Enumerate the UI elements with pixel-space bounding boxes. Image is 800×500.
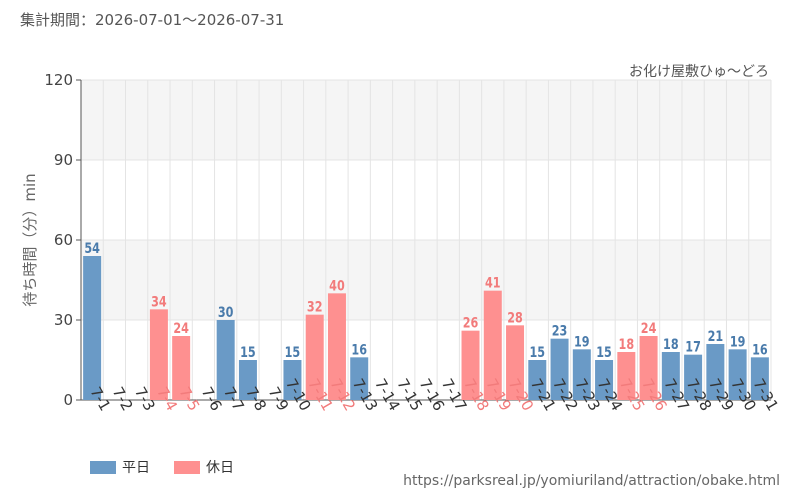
y-tick-label: 60	[54, 231, 73, 249]
weekday-swatch	[90, 460, 116, 474]
bar	[283, 360, 302, 400]
bar	[238, 360, 257, 400]
grid-band	[81, 240, 771, 320]
data-label: 54	[84, 240, 100, 257]
legend-item-holiday[interactable]: 休日	[174, 457, 234, 477]
data-label: 30	[218, 304, 234, 321]
bar	[83, 256, 102, 400]
data-label: 40	[329, 277, 345, 294]
data-label: 17	[685, 338, 701, 355]
bar	[216, 320, 235, 400]
data-label: 16	[351, 341, 367, 358]
bar	[528, 360, 547, 400]
bar	[706, 344, 725, 400]
holiday-swatch	[174, 460, 200, 474]
legend: 平日 休日	[90, 457, 234, 477]
data-label: 41	[485, 274, 501, 291]
bar	[483, 290, 502, 400]
grid-band	[81, 80, 771, 160]
bar	[684, 354, 703, 400]
data-label: 15	[530, 344, 546, 361]
bar	[327, 293, 346, 400]
data-label: 18	[619, 336, 635, 353]
legend-item-weekday[interactable]: 平日	[90, 457, 150, 477]
data-label: 21	[708, 328, 724, 345]
bar	[305, 314, 324, 400]
data-label: 19	[730, 333, 746, 350]
data-label: 24	[641, 320, 657, 337]
bar	[172, 336, 191, 400]
legend-label-holiday: 休日	[206, 460, 234, 476]
legend-label-weekday: 平日	[122, 460, 150, 476]
bar	[595, 360, 614, 400]
chart-title: お化け屋敷ひゅ～どろ	[629, 64, 769, 80]
data-label: 26	[463, 314, 479, 331]
data-label: 23	[552, 322, 568, 339]
source-url[interactable]: https://parksreal.jp/yomiuriland/attract…	[403, 473, 780, 489]
data-label: 16	[752, 341, 768, 358]
data-label: 18	[663, 336, 679, 353]
y-tick-label: 90	[54, 151, 73, 169]
bar	[750, 357, 769, 400]
bar	[461, 330, 480, 400]
bar	[639, 336, 658, 400]
data-label: 24	[173, 320, 189, 337]
y-tick-label: 30	[54, 311, 73, 329]
data-label: 15	[596, 344, 612, 361]
bar	[350, 357, 369, 400]
y-tick-label: 120	[44, 71, 73, 89]
bar	[661, 352, 680, 400]
data-label: 15	[240, 344, 256, 361]
y-axis-label: 待ち時間（分）min	[21, 173, 39, 306]
period-label: 集計期間：2026-07-01～2026-07-31	[20, 11, 285, 29]
data-label: 19	[574, 333, 590, 350]
y-tick-label: 0	[63, 391, 73, 409]
bar	[572, 349, 591, 400]
data-label: 15	[285, 344, 301, 361]
data-label: 34	[151, 293, 167, 310]
x-tick-label: 7-2	[109, 384, 137, 414]
data-label: 28	[507, 309, 523, 326]
bar	[550, 338, 569, 400]
bar	[149, 309, 168, 400]
bar	[617, 352, 636, 400]
bar	[506, 325, 525, 400]
bar	[728, 349, 747, 400]
data-label: 32	[307, 298, 323, 315]
